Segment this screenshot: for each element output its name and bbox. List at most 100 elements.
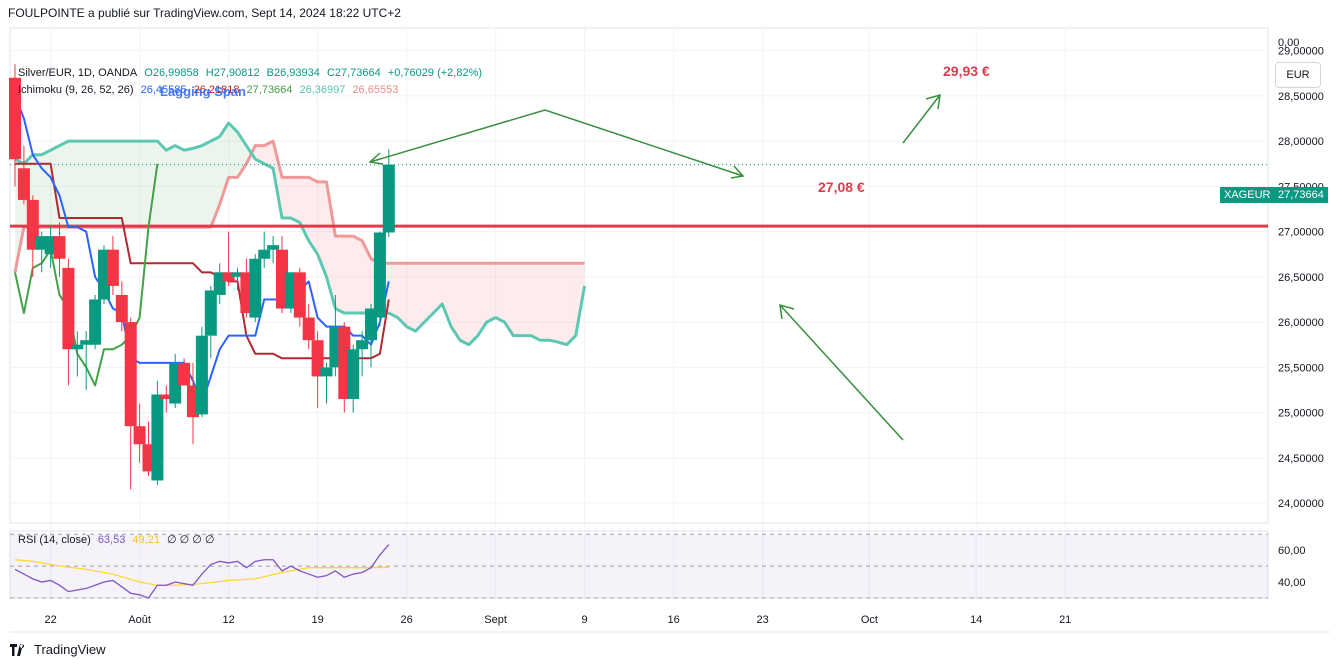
legend-change: +0,76029 (+2,82%) (387, 67, 483, 79)
cloud-segment (282, 177, 291, 219)
cloud-segment (112, 141, 122, 228)
x-tick-label: 16 (667, 614, 679, 626)
cloud-segment (468, 263, 478, 345)
x-tick-label: Sept (484, 614, 507, 626)
candle-body (267, 245, 280, 250)
candle-body (71, 344, 84, 350)
cloud-segment (157, 141, 167, 228)
cloud-segment (228, 123, 238, 178)
legend-close: C27,73664 (326, 67, 381, 79)
level-price-label: 27,08 € (818, 179, 865, 195)
footer-brand-label: TradingView (34, 642, 106, 657)
tradingview-logo-icon (10, 643, 25, 656)
cloud-segment (557, 263, 567, 345)
cloud-segment (130, 141, 140, 228)
legend-open: O26,99858 (144, 67, 199, 79)
price-pane-frame (9, 27, 1269, 524)
lagging-span-overlay: Lagging Span (160, 84, 246, 99)
candle-body (231, 272, 244, 277)
x-tick-label: Oct (861, 614, 878, 626)
candle-body (9, 77, 21, 160)
legend-span-a: 26,36997 (299, 84, 346, 96)
legend-kijun: 26,21818 (193, 84, 240, 96)
y-tick-label: 28,50000 (1278, 91, 1324, 103)
y-tick-label: 28,00000 (1278, 136, 1324, 148)
candle-body (178, 362, 191, 386)
currency-selector[interactable]: EUR (1275, 62, 1321, 88)
symbol-price-tag: XAGEUR (1220, 187, 1275, 203)
cloud-segment (104, 141, 113, 228)
rsi-tick-label: 40,00 (1278, 577, 1306, 589)
cloud-segment (362, 240, 371, 314)
legend-symbol: Silver/EUR, 1D, OANDA (18, 67, 138, 79)
cloud-segment (201, 141, 211, 228)
cloud-segment (86, 141, 96, 228)
x-tick-label: 14 (970, 614, 982, 626)
legend-high: H27,90812 (205, 67, 260, 79)
target-price-label: 29,93 € (943, 63, 990, 79)
y-tick-label: 26,00000 (1278, 317, 1324, 329)
legend-rsi-value: 63,53 (97, 534, 126, 546)
candle-body (89, 299, 102, 345)
y-tick-label: 24,00000 (1278, 498, 1324, 510)
cloud-segment (353, 236, 363, 314)
cloud-segment (175, 145, 185, 228)
cloud-segment (326, 181, 336, 309)
x-tick-label: Août (128, 614, 151, 626)
cloud-segment (460, 263, 469, 345)
cloud-segment (344, 236, 354, 314)
cloud-segment (415, 263, 425, 332)
footer-brand: TradingView (10, 642, 106, 657)
candle-body (53, 236, 66, 259)
cloud-segment (495, 263, 505, 323)
x-tick-label: 12 (222, 614, 234, 626)
cloud-segment (549, 263, 558, 343)
cloud-segment (308, 177, 318, 255)
cloud-segment (317, 181, 327, 277)
drawn-arrow-head (730, 165, 745, 179)
y-tick-label: 24,50000 (1278, 453, 1324, 465)
candle-body (195, 335, 208, 415)
cloud-segment (540, 263, 549, 341)
drawn-arrow-line (369, 109, 744, 177)
candle-body (347, 349, 360, 400)
ichimoku-legend: Ichimoku (9, 26, 52, 26) 26,45585 26,218… (18, 84, 402, 96)
senkou-span-a-line (14, 121, 587, 347)
cloud-segment (121, 141, 131, 228)
drawn-arrow-head (925, 93, 941, 110)
y-tick-label: 27,00000 (1278, 227, 1324, 239)
rsi-tick-label: 60,00 (1278, 545, 1306, 557)
drawn-arrow-line (779, 304, 904, 441)
cloud-segment (566, 263, 576, 345)
cloud-segment (442, 263, 452, 327)
x-tick-label: 23 (756, 614, 768, 626)
legend-low: B26,93934 (266, 67, 320, 79)
legend-rsi-extra: ∅ ∅ ∅ ∅ (167, 534, 215, 546)
x-tick-label: 21 (1059, 614, 1071, 626)
candle-body (249, 258, 262, 318)
rsi-line (14, 544, 390, 599)
drawn-arrow-line (902, 94, 941, 144)
cloud-segment (477, 263, 487, 336)
y-tick-label: 25,00000 (1278, 408, 1324, 420)
candle-body (222, 272, 235, 282)
candle-body (115, 294, 128, 323)
symbol-legend: Silver/EUR, 1D, OANDA O26,99858 H27,9081… (18, 67, 486, 79)
y-tick-label: 0,00 (1278, 37, 1299, 49)
cloud-segment (95, 141, 104, 228)
candle-body (133, 426, 146, 445)
candle-body (302, 317, 315, 341)
candle-body (258, 249, 271, 259)
cloud-segment (424, 263, 434, 323)
candle-body (382, 164, 395, 233)
cloud-segment (451, 263, 460, 341)
x-tick-label: 22 (44, 614, 56, 626)
cloud-segment (531, 263, 541, 341)
legend-lagging: 27,73664 (246, 84, 293, 96)
x-tick-label: 9 (582, 614, 588, 626)
rsi-pane-frame (9, 530, 1269, 599)
cloud-segment (397, 263, 407, 327)
legend-tenkan: 26,45585 (140, 84, 187, 96)
candle-body (106, 249, 119, 286)
